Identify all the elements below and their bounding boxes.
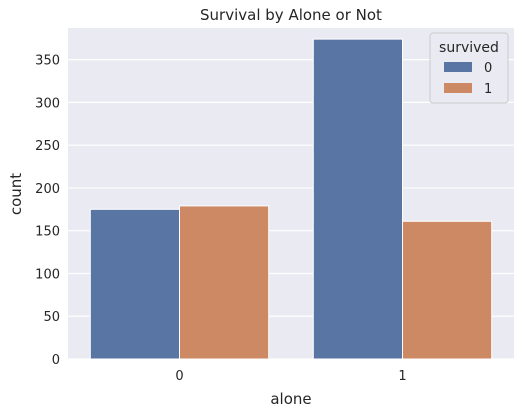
legend: survived 0 1 — [429, 32, 509, 104]
bar-alone-0-survived-1 — [179, 205, 270, 360]
y-axis-label: count — [7, 173, 25, 215]
bar-alone-1-survived-0 — [312, 38, 403, 360]
y-tick-label-100: 100 — [35, 267, 60, 282]
x-axis-label: alone — [270, 390, 311, 408]
y-tick-label-250: 250 — [35, 139, 60, 154]
bar-alone-0-survived-0 — [89, 208, 180, 360]
legend-swatch-0 — [444, 62, 472, 72]
y-tick-label-200: 200 — [35, 182, 60, 197]
y-tick-label-50: 50 — [43, 310, 60, 325]
legend-label-1: 1 — [484, 82, 492, 97]
x-tick-label-0: 0 — [175, 369, 183, 384]
y-tick-label-300: 300 — [35, 96, 60, 111]
bar-alone-1-survived-1 — [402, 220, 493, 360]
chart-title: Survival by Alone or Not — [200, 6, 382, 24]
y-tick-labels: 0 50 100 150 200 250 300 350 — [35, 54, 60, 368]
x-tick-label-1: 1 — [398, 369, 406, 384]
legend-swatch-1 — [444, 83, 472, 93]
y-tick-label-350: 350 — [35, 54, 60, 69]
legend-label-0: 0 — [484, 61, 492, 76]
y-tick-label-0: 0 — [52, 353, 60, 368]
bars — [89, 38, 493, 360]
y-tick-label-150: 150 — [35, 225, 60, 240]
legend-title: survived — [439, 40, 499, 56]
